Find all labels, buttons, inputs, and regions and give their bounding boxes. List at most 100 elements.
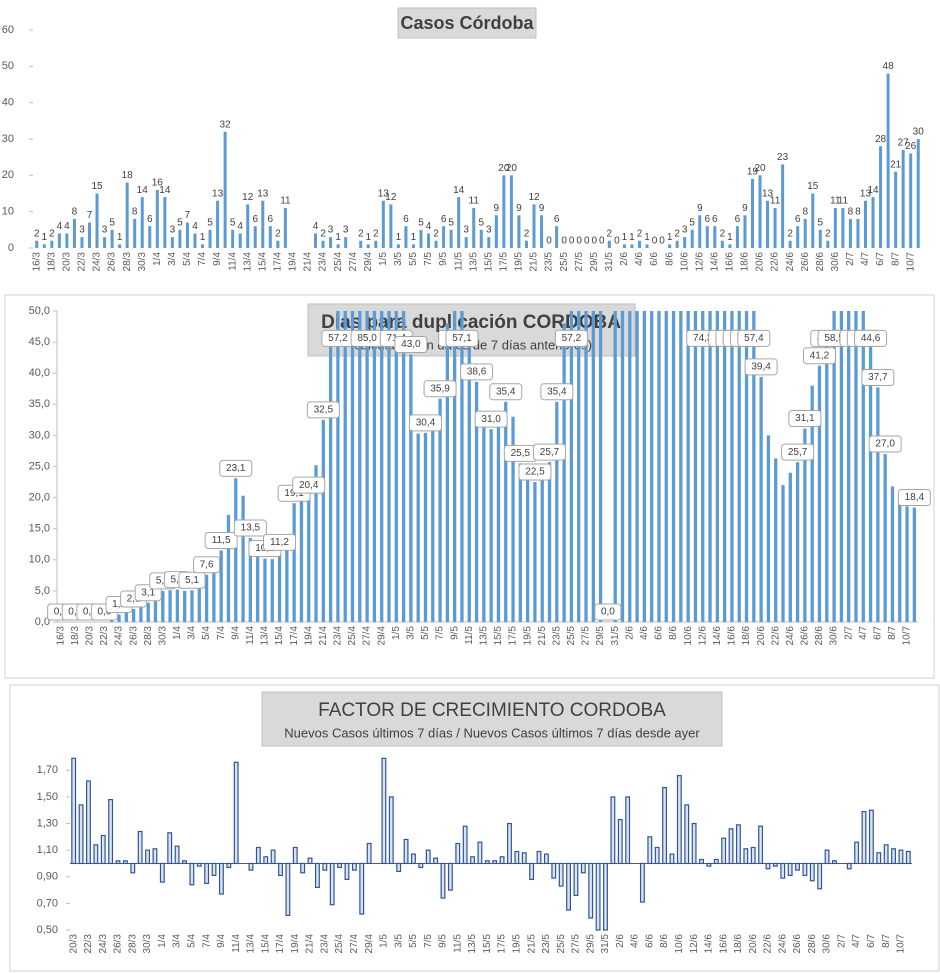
data-label: 43,0 (401, 339, 421, 350)
x-tick-label: 24/3 (114, 626, 125, 646)
title-box (397, 7, 537, 39)
bar (905, 506, 909, 622)
x-tick-label: 26/3 (107, 252, 118, 272)
bar (322, 862, 328, 871)
bar (795, 862, 800, 871)
bar (810, 385, 814, 622)
bar (474, 381, 479, 622)
data-label: 31,1 (795, 413, 815, 424)
bar (690, 229, 694, 248)
data-label: 13 (762, 188, 774, 199)
bar (540, 215, 544, 248)
bar (543, 853, 549, 865)
bar (460, 311, 464, 622)
x-tick-label: 25/5 (566, 626, 577, 646)
x-tick-label: 14/6 (704, 934, 715, 954)
data-label: 5 (109, 217, 115, 228)
bar (824, 849, 830, 865)
x-tick-label: 29/4 (376, 626, 387, 646)
bar (551, 862, 557, 879)
bar (418, 862, 424, 869)
bar (189, 862, 195, 886)
x-tick-label: 28/6 (814, 626, 825, 646)
y-tick-label: 50,0 (29, 305, 50, 317)
y-tick-label: 5,0 (35, 585, 50, 597)
bar (359, 240, 363, 248)
bar (270, 849, 276, 865)
data-label: 11 (830, 196, 841, 207)
bar (261, 200, 265, 248)
data-label-box (445, 329, 479, 347)
data-label: 85,0 (357, 333, 377, 344)
x-tick-label: 2/6 (624, 626, 635, 640)
x-tick-label: 6/6 (644, 934, 655, 948)
bar (131, 608, 136, 622)
data-label: 3,1 (141, 587, 155, 598)
bar (314, 233, 318, 248)
bar (190, 590, 194, 622)
data-label: 0 (652, 236, 658, 247)
data-label: 18 (122, 170, 134, 181)
data-label: 8 (855, 207, 861, 218)
bar (388, 796, 394, 865)
x-tick-label: 25/4 (347, 626, 358, 646)
chart-title: FACTOR DE CRECIMIENTO CORDOBA (318, 700, 666, 721)
data-label: 30 (913, 127, 925, 138)
bar (750, 178, 754, 248)
bar (504, 401, 508, 622)
bar (540, 480, 544, 622)
bar (780, 862, 786, 879)
bar (891, 848, 896, 865)
bar (499, 856, 505, 865)
y-tick-label: 10 (2, 206, 14, 218)
data-label-box (554, 329, 588, 347)
x-tick-label: 8/7 (890, 252, 901, 266)
data-label-box (219, 459, 253, 477)
bar (781, 485, 785, 622)
bar (248, 538, 253, 622)
bar (35, 240, 39, 248)
bar (358, 311, 362, 622)
bar (509, 175, 513, 248)
x-tick-label: 5/5 (408, 252, 419, 266)
bar (833, 208, 837, 248)
data-label: 2 (433, 228, 439, 239)
data-label-box (781, 443, 815, 461)
x-tick-label: 23/5 (544, 252, 555, 272)
bar (744, 311, 749, 622)
x-tick-label: 30/3 (142, 934, 153, 954)
x-tick-label: 30/3 (157, 626, 168, 646)
x-tick-label: 21/5 (537, 626, 548, 646)
x-tick-label: 18/6 (741, 626, 752, 646)
bar (818, 229, 822, 248)
bar (635, 311, 639, 622)
y-tick-label: 50 (2, 60, 14, 72)
bar (645, 244, 649, 248)
data-label: 4 (237, 221, 243, 232)
bar (442, 226, 446, 248)
data-label: 0,0 (97, 607, 111, 618)
data-label: 58,5 (824, 333, 844, 344)
bar (118, 244, 122, 248)
x-tick-label: 23/4 (333, 626, 344, 646)
x-tick-label: 4/6 (634, 252, 645, 266)
data-label: 8 (132, 207, 138, 218)
bar (773, 208, 777, 248)
data-label: 25,7 (540, 447, 560, 458)
x-tick-label: 15/5 (493, 626, 504, 646)
data-label: 26 (905, 141, 917, 152)
data-label: 4 (313, 221, 319, 232)
bar (253, 226, 257, 248)
bar (300, 862, 306, 874)
x-tick-label: 29/4 (363, 252, 374, 272)
x-tick-label: 24/3 (98, 934, 109, 954)
bar (569, 311, 574, 622)
bar (167, 832, 173, 865)
data-label-box (533, 443, 567, 461)
x-tick-label: 27/5 (571, 934, 582, 954)
data-label: 2 (275, 228, 281, 239)
x-tick-label: 5/4 (201, 626, 212, 640)
bar (248, 862, 254, 871)
bar (208, 229, 212, 248)
x-tick-label: 7/5 (435, 626, 446, 640)
